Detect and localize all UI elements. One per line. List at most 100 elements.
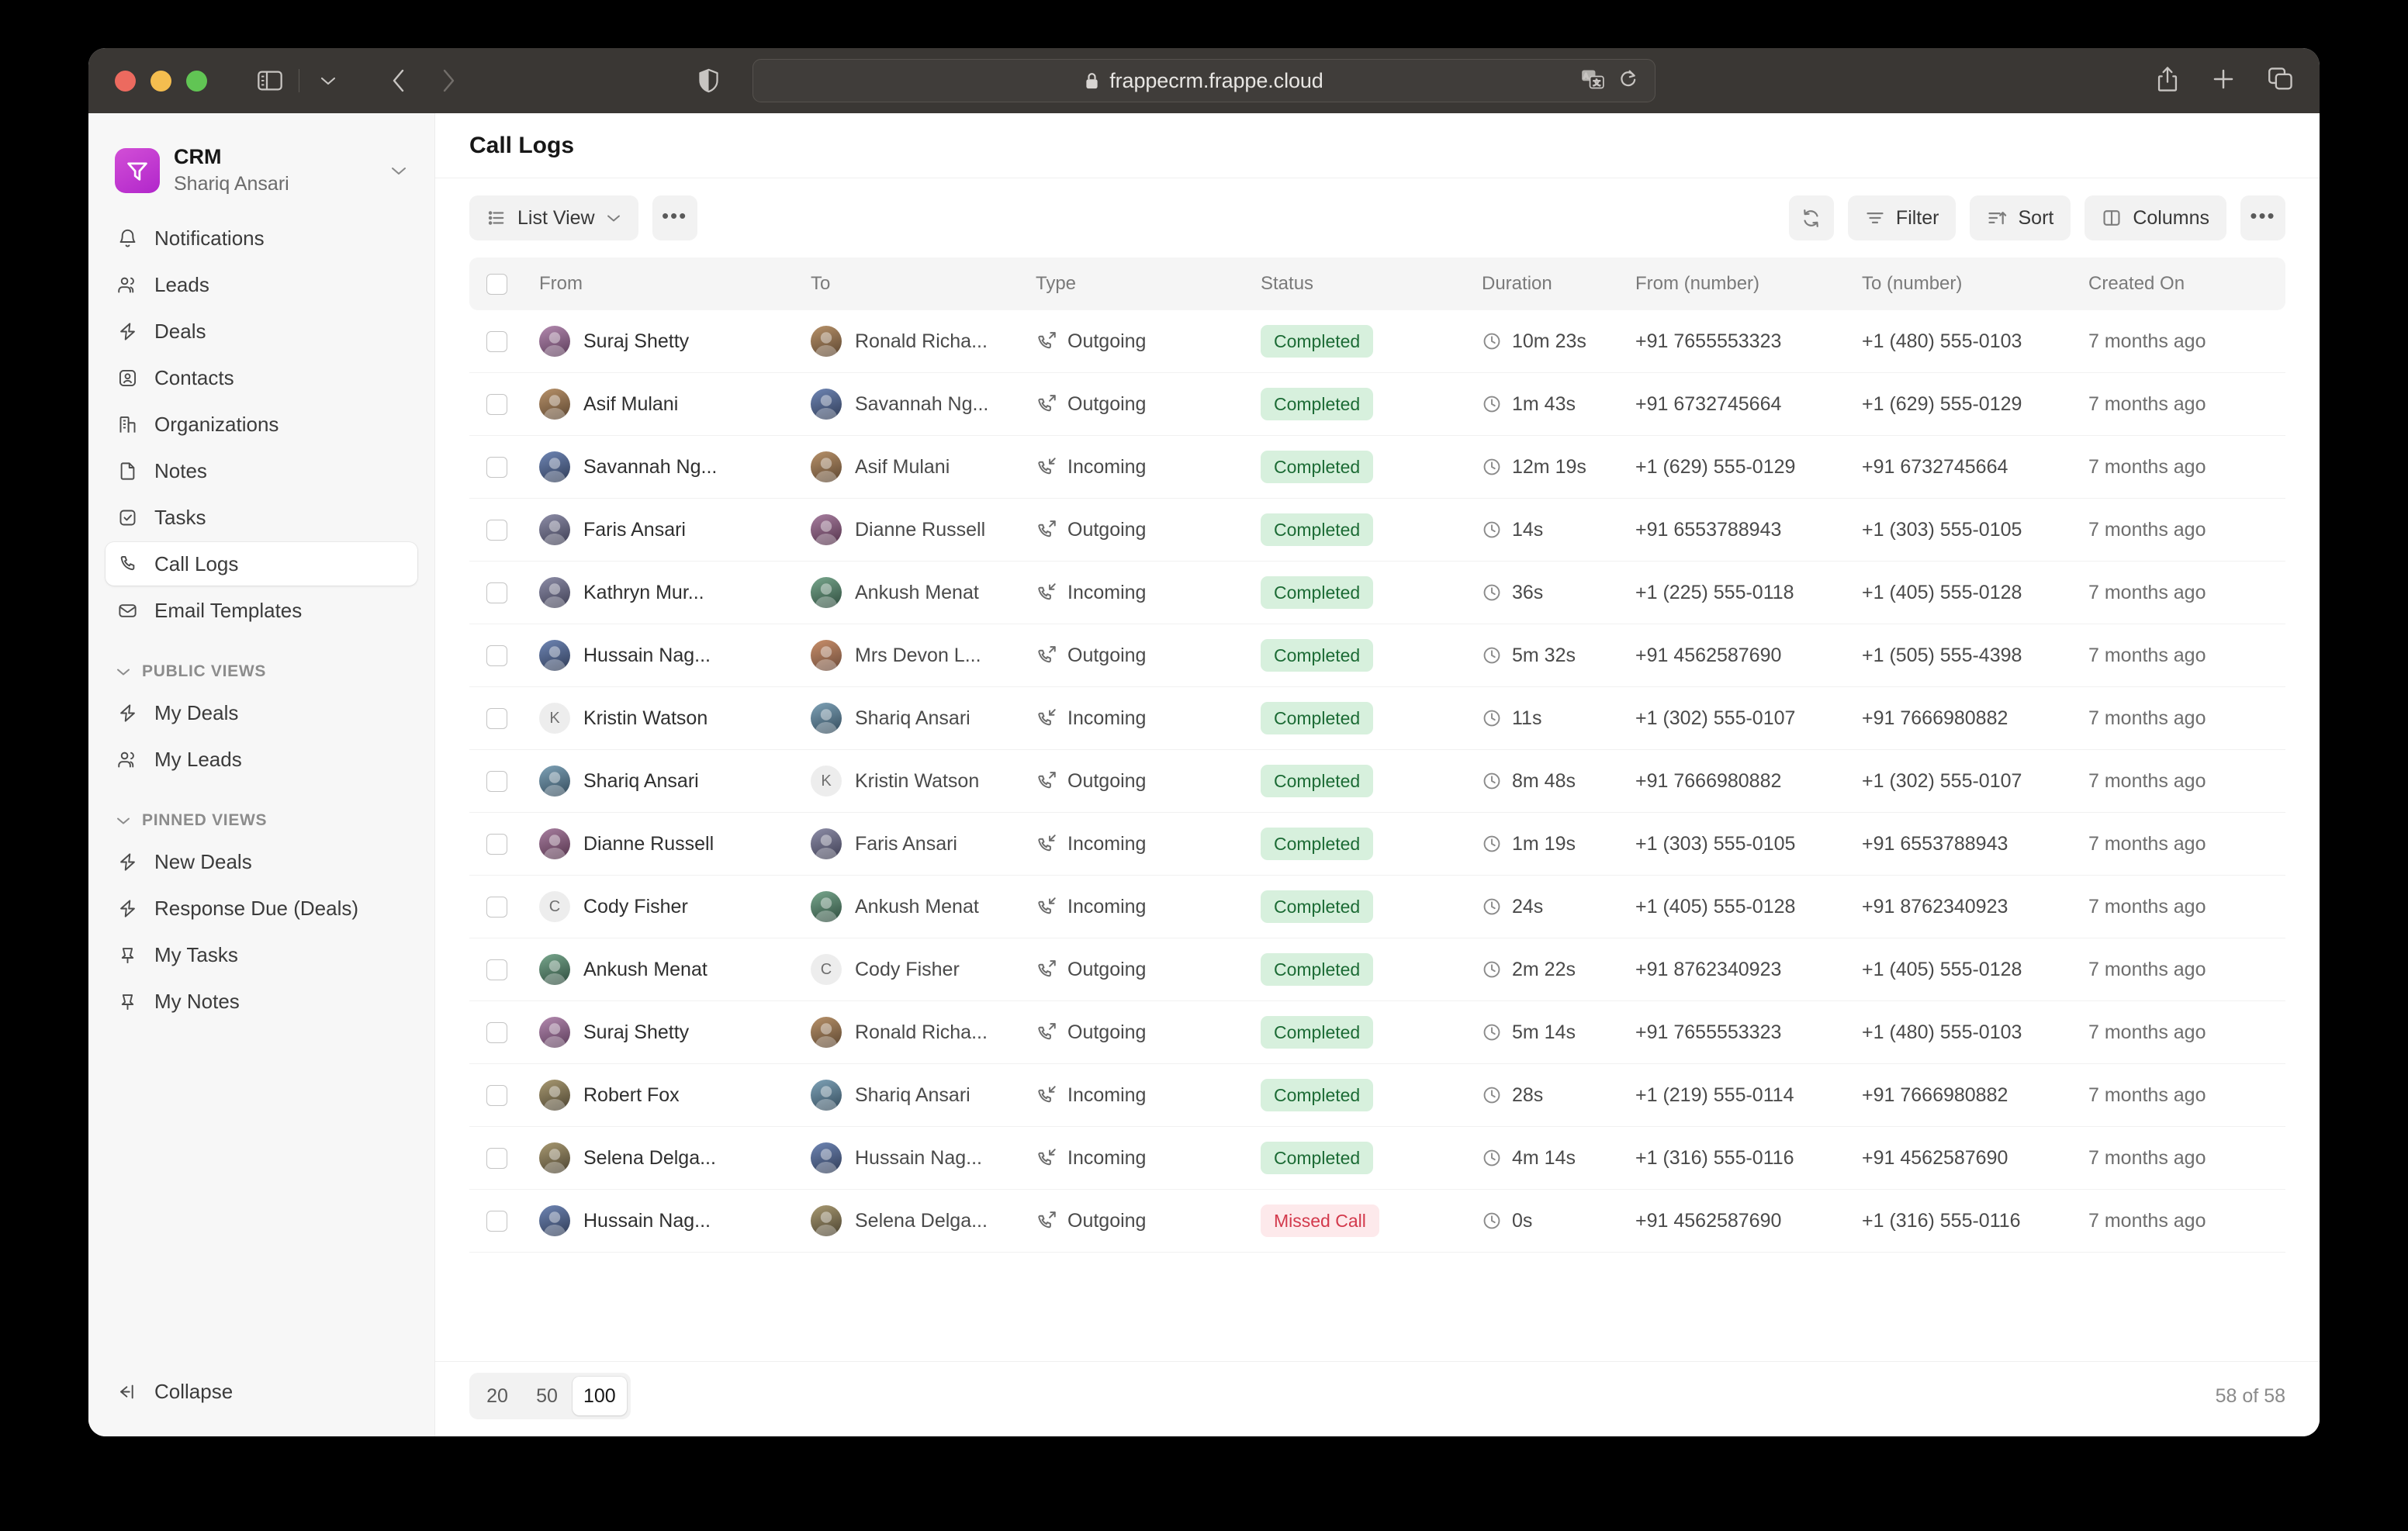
- column-header-to-number[interactable]: To (number): [1862, 273, 1963, 294]
- sidebar-item-leads[interactable]: Leads: [106, 263, 417, 306]
- cell-from[interactable]: Shariq Ansari: [539, 766, 811, 797]
- cell-to[interactable]: Ankush Menat: [811, 577, 1036, 608]
- cell-from[interactable]: K Kristin Watson: [539, 703, 811, 734]
- row-checkbox[interactable]: [486, 645, 539, 666]
- collapse-sidebar-button[interactable]: Collapse: [106, 1370, 417, 1413]
- cell-from[interactable]: Ankush Menat: [539, 954, 811, 985]
- public-views-header[interactable]: PUBLIC VIEWS: [106, 652, 417, 691]
- cell-from[interactable]: Selena Delga...: [539, 1142, 811, 1173]
- row-checkbox[interactable]: [486, 1021, 539, 1043]
- table-row[interactable]: K Kristin Watson Shariq Ansari Incoming Comp…: [469, 687, 2285, 750]
- table-row[interactable]: Kathryn Mur... Ankush Menat Incoming Comple…: [469, 562, 2285, 624]
- cell-from[interactable]: Suraj Shetty: [539, 1017, 811, 1048]
- reload-icon[interactable]: [1619, 68, 1638, 94]
- row-checkbox[interactable]: [486, 1084, 539, 1106]
- table-row[interactable]: Suraj Shetty Ronald Richa... Outgoing Compl…: [469, 1001, 2285, 1064]
- row-checkbox[interactable]: [486, 959, 539, 980]
- row-checkbox[interactable]: [486, 456, 539, 478]
- table-row[interactable]: Suraj Shetty Ronald Richa... Outgoing Compl…: [469, 310, 2285, 373]
- pinned-views-header[interactable]: PINNED VIEWS: [106, 801, 417, 840]
- row-checkbox[interactable]: [486, 1210, 539, 1232]
- minimize-window-button[interactable]: [150, 70, 171, 92]
- table-row[interactable]: C Cody Fisher Ankush Menat Incoming Complete…: [469, 876, 2285, 938]
- row-checkbox[interactable]: [486, 582, 539, 603]
- table-row[interactable]: Dianne Russell Faris Ansari Incoming Comple…: [469, 813, 2285, 876]
- page-size-option-20[interactable]: 20: [486, 1384, 508, 1407]
- column-header-created-on[interactable]: Created On: [2088, 273, 2185, 294]
- table-row[interactable]: Asif Mulani Savannah Ng... Outgoing Complet…: [469, 373, 2285, 436]
- sidebar-item-tasks[interactable]: Tasks: [106, 496, 417, 539]
- sidebar-item-notes[interactable]: Notes: [106, 449, 417, 492]
- column-header-from[interactable]: From: [539, 273, 583, 294]
- columns-button[interactable]: Columns: [2085, 195, 2226, 240]
- sidebar-item-deals[interactable]: Deals: [106, 309, 417, 353]
- cell-from[interactable]: C Cody Fisher: [539, 891, 811, 922]
- plus-icon[interactable]: [2211, 67, 2236, 95]
- maximize-window-button[interactable]: [186, 70, 207, 92]
- row-checkbox[interactable]: [486, 519, 539, 541]
- sidebar-item-response-due-deals[interactable]: Response Due (Deals): [106, 886, 417, 930]
- column-header-type[interactable]: Type: [1036, 273, 1077, 294]
- refresh-button[interactable]: [1788, 195, 1834, 240]
- share-icon[interactable]: [2157, 66, 2178, 96]
- table-row[interactable]: Hussain Nag... Selena Delga... Outgoing Mis…: [469, 1190, 2285, 1253]
- page-size-option-100[interactable]: 100: [573, 1377, 627, 1415]
- cell-from[interactable]: Suraj Shetty: [539, 326, 811, 357]
- row-checkbox[interactable]: [486, 770, 539, 792]
- close-window-button[interactable]: [115, 70, 136, 92]
- table-row[interactable]: Hussain Nag... Mrs Devon L... Outgoing Comp…: [469, 624, 2285, 687]
- table-row[interactable]: Selena Delga... Hussain Nag... Incoming Com…: [469, 1127, 2285, 1190]
- sidebar-item-call-logs[interactable]: Call Logs: [106, 542, 417, 586]
- sidebar-item-contacts[interactable]: Contacts: [106, 356, 417, 399]
- tabs-icon[interactable]: [2268, 67, 2293, 95]
- cell-to[interactable]: Ronald Richa...: [811, 1017, 1036, 1048]
- cell-from[interactable]: Robert Fox: [539, 1080, 811, 1111]
- row-checkbox[interactable]: [486, 330, 539, 352]
- more-options-button[interactable]: •••: [2240, 195, 2285, 240]
- cell-to[interactable]: K Kristin Watson: [811, 766, 1036, 797]
- cell-to[interactable]: Asif Mulani: [811, 451, 1036, 482]
- back-arrow-icon[interactable]: [382, 64, 416, 98]
- sidebar-toggle-icon[interactable]: [252, 63, 288, 98]
- cell-to[interactable]: Ankush Menat: [811, 891, 1036, 922]
- sidebar-item-new-deals[interactable]: New Deals: [106, 840, 417, 883]
- column-header-duration[interactable]: Duration: [1482, 273, 1552, 294]
- forward-arrow-icon[interactable]: [431, 64, 465, 98]
- view-selector-button[interactable]: List View: [469, 195, 638, 240]
- sidebar-item-my-leads[interactable]: My Leads: [106, 738, 417, 781]
- cell-to[interactable]: C Cody Fisher: [811, 954, 1036, 985]
- view-options-button[interactable]: •••: [652, 195, 697, 240]
- cell-to[interactable]: Shariq Ansari: [811, 1080, 1036, 1111]
- cell-from[interactable]: Hussain Nag...: [539, 1205, 811, 1236]
- cell-from[interactable]: Asif Mulani: [539, 389, 811, 420]
- sort-button[interactable]: Sort: [1970, 195, 2071, 240]
- cell-to[interactable]: Selena Delga...: [811, 1205, 1036, 1236]
- cell-to[interactable]: Shariq Ansari: [811, 703, 1036, 734]
- column-header-status[interactable]: Status: [1261, 273, 1314, 294]
- select-all-checkbox[interactable]: [486, 273, 539, 295]
- cell-to[interactable]: Hussain Nag...: [811, 1142, 1036, 1173]
- cell-to[interactable]: Mrs Devon L...: [811, 640, 1036, 671]
- row-checkbox[interactable]: [486, 896, 539, 918]
- chevron-down-icon[interactable]: [389, 164, 408, 177]
- cell-to[interactable]: Ronald Richa...: [811, 326, 1036, 357]
- filter-button[interactable]: Filter: [1847, 195, 1956, 240]
- page-size-option-50[interactable]: 50: [536, 1384, 558, 1407]
- table-row[interactable]: Robert Fox Shariq Ansari Incoming Completed…: [469, 1064, 2285, 1127]
- cell-to[interactable]: Faris Ansari: [811, 828, 1036, 859]
- table-row[interactable]: Savannah Ng... Asif Mulani Incoming Complet…: [469, 436, 2285, 499]
- column-header-from-number[interactable]: From (number): [1635, 273, 1760, 294]
- workspace-switcher[interactable]: CRM Shariq Ansari: [106, 137, 417, 204]
- cell-from[interactable]: Faris Ansari: [539, 514, 811, 545]
- cell-from[interactable]: Savannah Ng...: [539, 451, 811, 482]
- address-bar[interactable]: frappecrm.frappe.cloud A 文: [752, 59, 1656, 102]
- table-row[interactable]: Shariq Ansari K Kristin Watson Outgoing Comp…: [469, 750, 2285, 813]
- sidebar-item-my-deals[interactable]: My Deals: [106, 691, 417, 734]
- chevron-down-icon[interactable]: [310, 63, 346, 98]
- sidebar-item-organizations[interactable]: Organizations: [106, 403, 417, 446]
- sidebar-item-my-notes[interactable]: My Notes: [106, 980, 417, 1023]
- cell-from[interactable]: Kathryn Mur...: [539, 577, 811, 608]
- shield-icon[interactable]: [698, 68, 719, 93]
- sidebar-item-my-tasks[interactable]: My Tasks: [106, 933, 417, 976]
- row-checkbox[interactable]: [486, 833, 539, 855]
